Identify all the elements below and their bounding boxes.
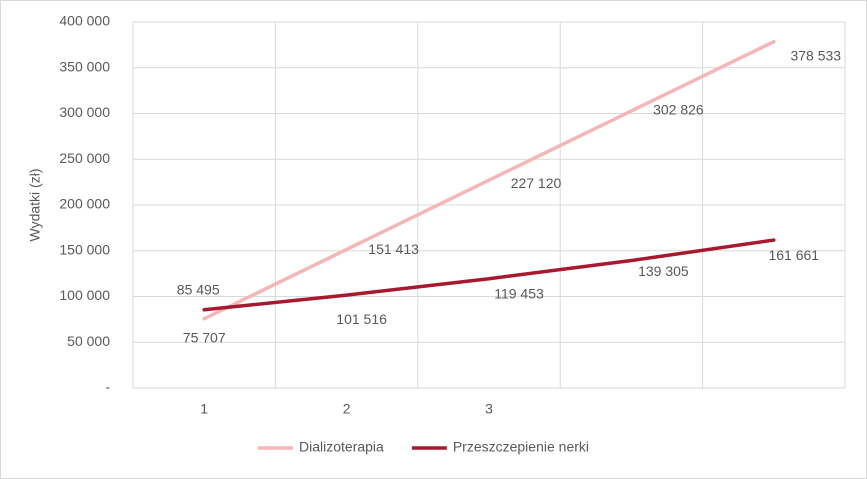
y-tick-label: 100 000 [59, 287, 110, 303]
x-tick-label: 3 [485, 401, 493, 417]
data-label: 139 305 [638, 263, 689, 279]
y-tick-label: 150 000 [59, 241, 110, 257]
data-label: 302 826 [653, 102, 704, 118]
data-label: 101 516 [336, 311, 387, 327]
y-tick-label: 350 000 [59, 58, 110, 74]
series-line [202, 238, 776, 312]
data-label: 119 453 [494, 285, 544, 301]
y-tick-label: 300 000 [59, 104, 110, 120]
data-label: 227 120 [511, 175, 562, 191]
series-line [202, 39, 776, 321]
y-tick-label: 400 000 [59, 13, 110, 29]
x-tick-label: 1 [200, 401, 208, 417]
data-label: 75 707 [183, 329, 226, 345]
y-axis-title: Wydatki (zł) [27, 169, 43, 242]
legend-label: Dializoterapia [299, 439, 384, 455]
y-tick-label: 200 000 [59, 196, 110, 212]
y-tick-label: 250 000 [59, 150, 110, 166]
data-label: 151 413 [368, 241, 419, 257]
data-label: 378 533 [790, 47, 841, 63]
data-label: 161 661 [768, 247, 819, 263]
data-label: 85 495 [177, 281, 220, 297]
y-tick-label: - [105, 379, 110, 395]
y-tick-label: 50 000 [67, 333, 110, 349]
x-tick-label: 2 [343, 401, 351, 417]
legend-label: Przeszczepienie nerki [453, 439, 589, 455]
